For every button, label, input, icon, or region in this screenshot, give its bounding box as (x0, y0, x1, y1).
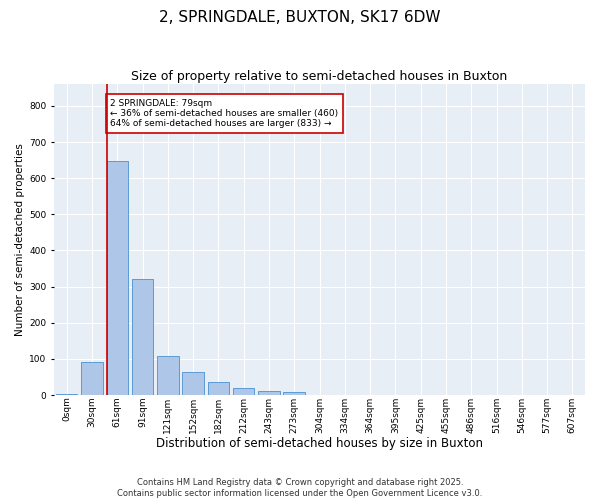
Bar (56, 394, 77, 395)
Bar (81, 362, 103, 395)
Bar (107, 161, 128, 395)
Bar (157, 356, 179, 395)
Bar (208, 382, 229, 395)
Bar (132, 280, 153, 395)
Text: 2, SPRINGDALE, BUXTON, SK17 6DW: 2, SPRINGDALE, BUXTON, SK17 6DW (159, 10, 441, 25)
Y-axis label: Number of semi-detached properties: Number of semi-detached properties (15, 143, 25, 336)
Bar (182, 372, 204, 395)
Bar (283, 392, 305, 395)
Title: Size of property relative to semi-detached houses in Buxton: Size of property relative to semi-detach… (131, 70, 508, 83)
Text: Contains HM Land Registry data © Crown copyright and database right 2025.
Contai: Contains HM Land Registry data © Crown c… (118, 478, 482, 498)
X-axis label: Distribution of semi-detached houses by size in Buxton: Distribution of semi-detached houses by … (156, 437, 483, 450)
Bar (233, 388, 254, 395)
Bar (258, 392, 280, 395)
Text: 2 SPRINGDALE: 79sqm
← 36% of semi-detached houses are smaller (460)
64% of semi-: 2 SPRINGDALE: 79sqm ← 36% of semi-detach… (110, 98, 338, 128)
